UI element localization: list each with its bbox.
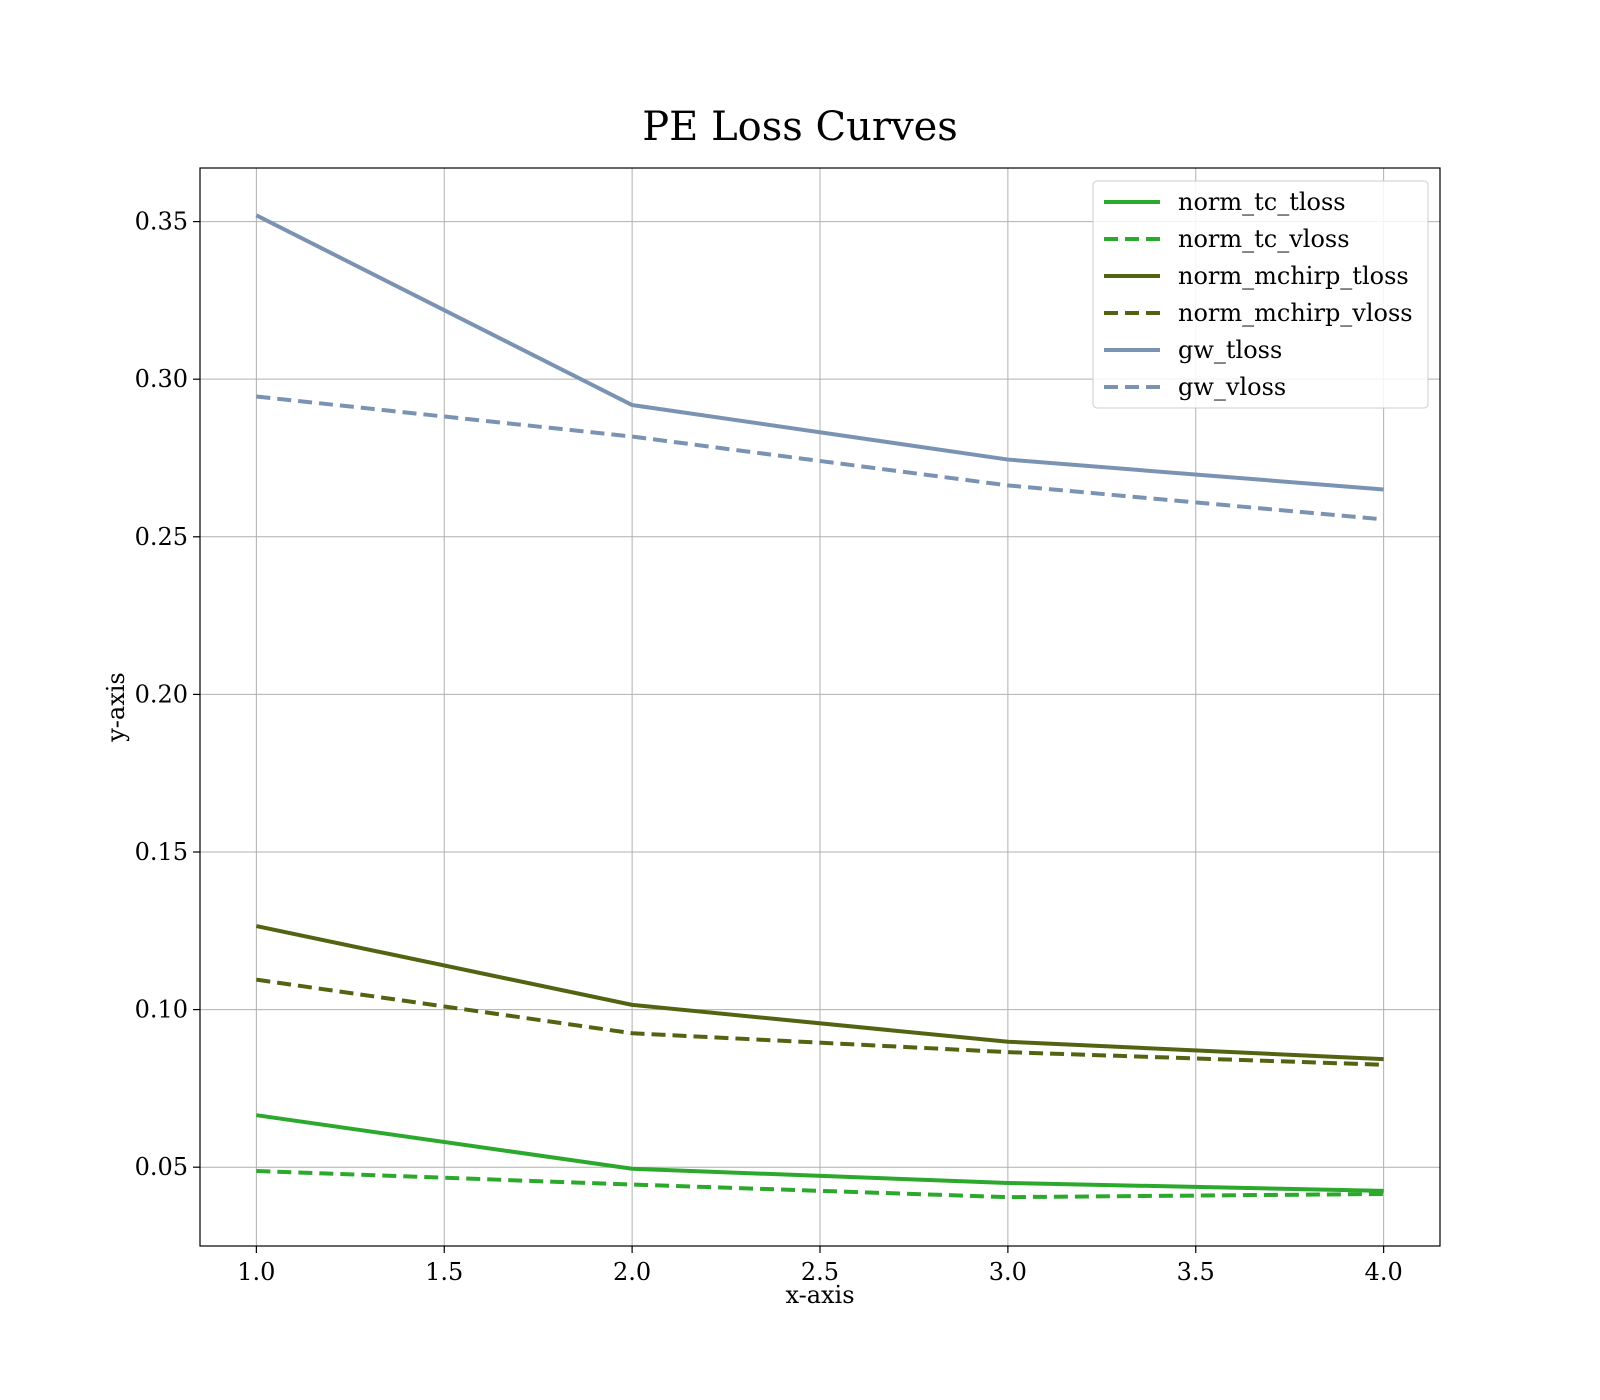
x-tick-label: 4.0 <box>1365 1258 1403 1286</box>
series-line-norm-mchirp-vloss <box>256 977 1384 1067</box>
x-tick-label: 2.0 <box>613 1258 651 1286</box>
chart-title: PE Loss Curves <box>642 104 958 150</box>
y-tick-label: 0.20 <box>135 680 188 708</box>
y-tick-label: 0.25 <box>135 523 188 551</box>
series-line-gw-tloss <box>255 213 1384 492</box>
y-tick-label: 0.10 <box>135 996 188 1024</box>
series-layer <box>255 213 1384 1200</box>
x-axis-label: x-axis <box>785 1281 854 1309</box>
tick-layer: 1.0 1.5 2.0 2.5 3.0 3.5 4.0 0.05 0.10 0.15 0.20 0.2… <box>135 208 1403 1286</box>
legend-label: norm_tc_tloss <box>1178 188 1346 216</box>
x-tick-label: 1.0 <box>237 1258 275 1286</box>
legend-label: gw_vloss <box>1178 373 1286 401</box>
series-line-norm-mchirp-tloss <box>255 924 1384 1062</box>
x-tick-label: 1.5 <box>425 1258 463 1286</box>
legend: norm_tc_tloss norm_tc_vloss norm_mchirp_tl… <box>1092 180 1429 409</box>
y-tick-label: 0.05 <box>135 1153 188 1181</box>
legend-frame <box>1092 180 1429 409</box>
x-tick-label: 3.5 <box>1177 1258 1215 1286</box>
legend-label: norm_tc_vloss <box>1178 225 1350 253</box>
y-tick-label: 0.35 <box>135 208 188 236</box>
y-tick-label: 0.15 <box>135 838 188 866</box>
x-tick-label: 3.0 <box>989 1258 1027 1286</box>
legend-label: norm_mchirp_vloss <box>1178 299 1413 327</box>
legend-label: norm_mchirp_tloss <box>1178 262 1409 290</box>
y-axis-label: y-axis <box>102 672 130 743</box>
series-line-gw-vloss <box>256 394 1384 522</box>
x-tick-label: 2.5 <box>801 1258 839 1286</box>
series-line-norm-tc-tloss <box>256 1113 1384 1193</box>
y-tick-label: 0.30 <box>135 365 188 393</box>
legend-items: norm_tc_tloss norm_tc_vloss norm_mchirp_tl… <box>1104 188 1413 401</box>
legend-label: gw_tloss <box>1178 336 1282 364</box>
